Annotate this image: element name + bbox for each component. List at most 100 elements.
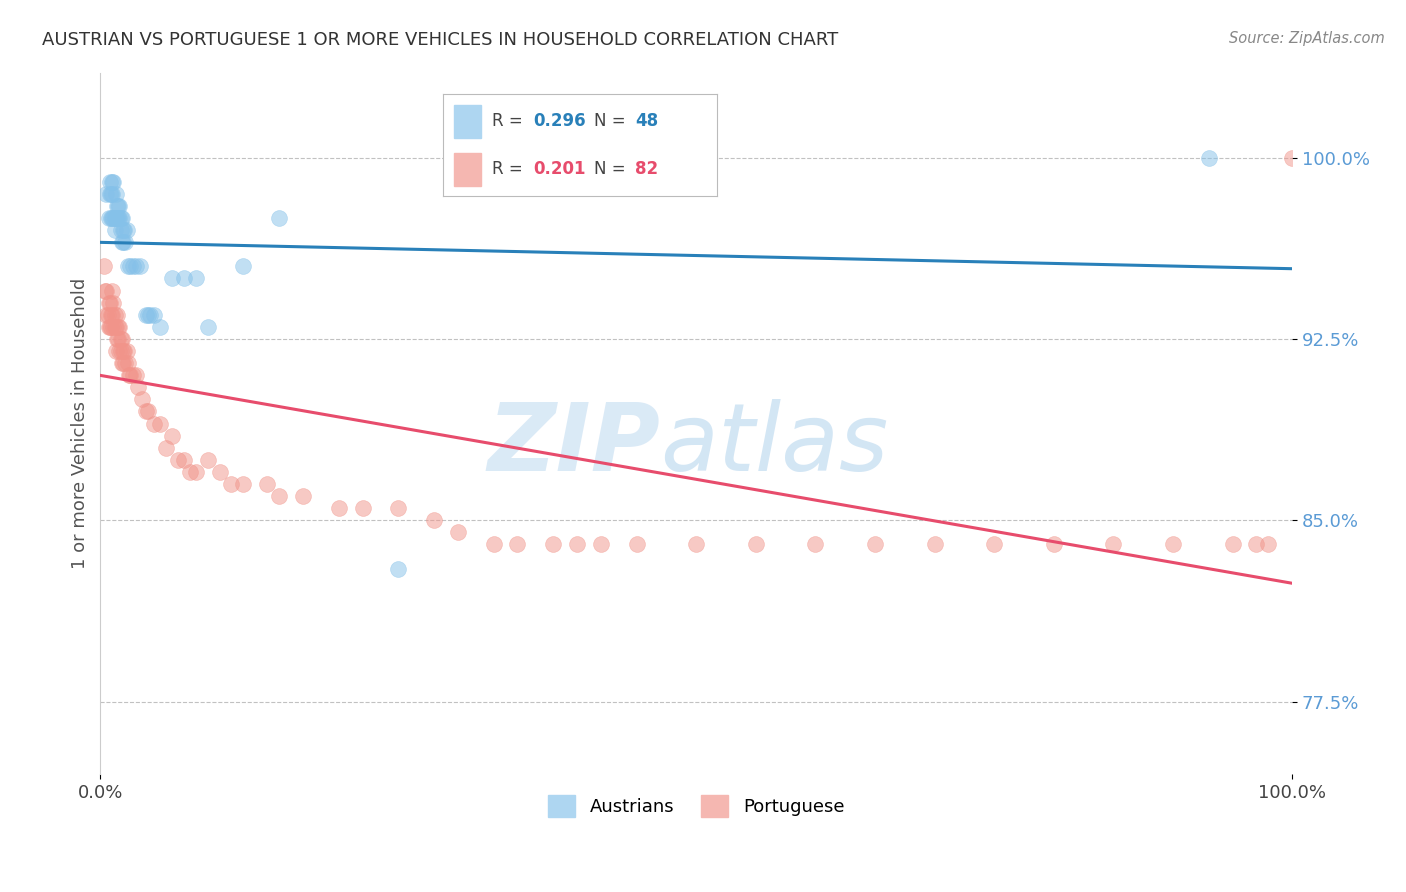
Point: [104, 319, 127, 334]
Point: [1043, 537, 1066, 551]
Point: [93, 260, 115, 274]
Point: [111, 332, 134, 346]
Point: [111, 235, 134, 250]
Point: [101, 211, 124, 225]
Point: [107, 211, 129, 225]
Point: [107, 332, 129, 346]
Point: [173, 271, 195, 285]
Point: [110, 332, 132, 346]
Point: [173, 452, 195, 467]
Point: [114, 356, 136, 370]
Point: [232, 477, 254, 491]
Point: [104, 211, 127, 225]
Point: [96, 186, 118, 201]
Point: [107, 319, 129, 334]
Point: [184, 465, 207, 479]
Point: [103, 295, 125, 310]
Point: [1246, 537, 1268, 551]
Point: [118, 368, 141, 383]
Text: atlas: atlas: [661, 399, 889, 490]
Point: [136, 308, 159, 322]
FancyBboxPatch shape: [454, 153, 481, 186]
Point: [107, 199, 129, 213]
Point: [105, 332, 128, 346]
Point: [541, 537, 564, 551]
Point: [155, 441, 177, 455]
Point: [269, 211, 291, 225]
Point: [98, 319, 121, 334]
Text: Source: ZipAtlas.com: Source: ZipAtlas.com: [1229, 31, 1385, 46]
Point: [1161, 537, 1184, 551]
Point: [104, 319, 127, 334]
Point: [115, 223, 138, 237]
Point: [128, 260, 150, 274]
Point: [100, 319, 122, 334]
Point: [110, 211, 132, 225]
Point: [143, 308, 166, 322]
Point: [166, 452, 188, 467]
Point: [197, 319, 219, 334]
Point: [111, 356, 134, 370]
Point: [103, 175, 125, 189]
Point: [97, 211, 120, 225]
Point: [269, 489, 291, 503]
Text: R =: R =: [492, 160, 529, 178]
Point: [111, 344, 134, 359]
Point: [104, 223, 127, 237]
Point: [179, 465, 201, 479]
Text: N =: N =: [593, 112, 630, 130]
Point: [208, 465, 231, 479]
Text: ZIP: ZIP: [488, 399, 661, 491]
Point: [104, 186, 127, 201]
Point: [135, 404, 157, 418]
Point: [745, 537, 768, 551]
Point: [115, 344, 138, 359]
Point: [924, 537, 946, 551]
Legend: Austrians, Portuguese: Austrians, Portuguese: [541, 789, 852, 825]
Point: [423, 513, 446, 527]
FancyBboxPatch shape: [454, 105, 481, 137]
Point: [101, 284, 124, 298]
Point: [983, 537, 1005, 551]
Point: [149, 417, 172, 431]
Point: [111, 211, 134, 225]
Point: [256, 477, 278, 491]
Point: [101, 186, 124, 201]
Point: [232, 260, 254, 274]
Point: [117, 260, 139, 274]
Point: [1257, 537, 1279, 551]
Point: [96, 308, 118, 322]
Point: [100, 211, 122, 225]
Point: [804, 537, 827, 551]
Point: [160, 428, 183, 442]
Point: [120, 368, 142, 383]
Point: [96, 284, 118, 298]
Point: [100, 186, 122, 201]
Text: 0.201: 0.201: [533, 160, 586, 178]
Point: [387, 561, 409, 575]
Text: AUSTRIAN VS PORTUGUESE 1 OR MORE VEHICLES IN HOUSEHOLD CORRELATION CHART: AUSTRIAN VS PORTUGUESE 1 OR MORE VEHICLE…: [42, 31, 838, 49]
Point: [221, 477, 243, 491]
Point: [112, 344, 135, 359]
Point: [104, 211, 127, 225]
Text: R =: R =: [492, 112, 529, 130]
Point: [108, 344, 131, 359]
Point: [105, 199, 128, 213]
Point: [96, 308, 118, 322]
Point: [98, 186, 121, 201]
Point: [104, 344, 127, 359]
Point: [482, 537, 505, 551]
Point: [149, 319, 172, 334]
Point: [136, 404, 159, 418]
Point: [127, 380, 149, 394]
Point: [685, 537, 707, 551]
Point: [98, 295, 121, 310]
Point: [105, 308, 128, 322]
Point: [1281, 151, 1303, 165]
Point: [291, 489, 314, 503]
Point: [97, 295, 120, 310]
Point: [98, 175, 121, 189]
Point: [101, 175, 124, 189]
Point: [589, 537, 612, 551]
Text: 48: 48: [636, 112, 658, 130]
